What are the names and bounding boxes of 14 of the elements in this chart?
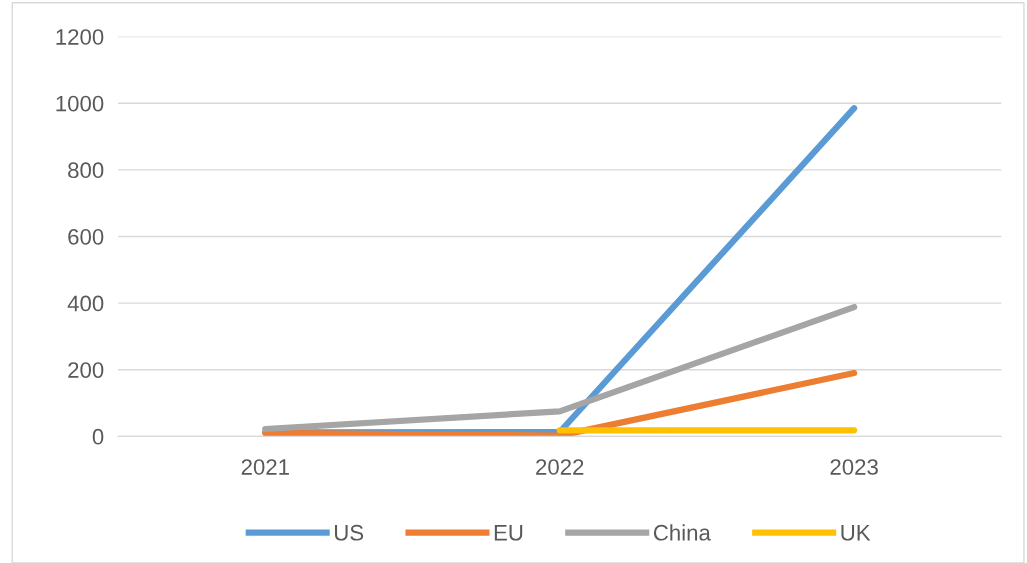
y-tick-label: 200 (68, 362, 104, 378)
y-tick-label: 400 (67, 295, 104, 312)
legend-label: EU (494, 525, 523, 541)
y-tick-label: 1200 (56, 29, 104, 45)
y-tick-label: 800 (68, 162, 104, 179)
y-tick-label: 0 (92, 428, 104, 445)
legend-label: UK (841, 525, 871, 541)
y-tick-label: 1000 (56, 95, 104, 112)
x-tick-label: 2021 (241, 459, 289, 475)
legend-label: China (653, 524, 711, 541)
y-tick-label: 600 (68, 228, 104, 245)
legend-label: US (334, 524, 364, 541)
x-tick-label: 2023 (830, 459, 878, 475)
x-tick-label: 2022 (536, 459, 584, 475)
